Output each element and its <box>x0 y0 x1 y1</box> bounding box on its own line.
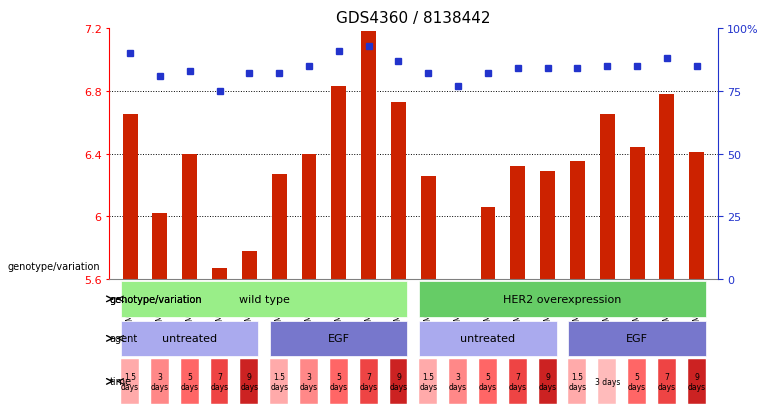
FancyBboxPatch shape <box>658 359 675 404</box>
Text: 3 days: 3 days <box>594 377 620 386</box>
FancyBboxPatch shape <box>330 359 348 404</box>
Text: time: time <box>110 377 132 387</box>
FancyBboxPatch shape <box>420 359 438 404</box>
Title: GDS4360 / 8138442: GDS4360 / 8138442 <box>336 12 491 26</box>
Text: 9
days: 9 days <box>538 372 557 391</box>
FancyBboxPatch shape <box>509 359 526 404</box>
Bar <box>183 154 197 280</box>
FancyBboxPatch shape <box>240 359 258 404</box>
Text: genotype/variation: genotype/variation <box>110 294 203 304</box>
Bar <box>332 87 346 280</box>
Text: 7
days: 7 days <box>509 372 526 391</box>
Text: genotype/variation: genotype/variation <box>8 261 101 271</box>
Text: wild type: wild type <box>239 294 289 304</box>
Text: 1.5
days: 1.5 days <box>419 372 438 391</box>
FancyBboxPatch shape <box>479 359 497 404</box>
Bar <box>361 32 376 280</box>
FancyBboxPatch shape <box>300 359 318 404</box>
Text: HER2 overexpression: HER2 overexpression <box>503 294 622 304</box>
Bar <box>302 154 317 280</box>
FancyBboxPatch shape <box>539 359 557 404</box>
Text: genotype/variation: genotype/variation <box>109 294 202 304</box>
FancyBboxPatch shape <box>569 359 587 404</box>
Text: 5
days: 5 days <box>181 372 199 391</box>
FancyBboxPatch shape <box>389 359 407 404</box>
Text: 9
days: 9 days <box>389 372 408 391</box>
Bar <box>480 207 495 280</box>
Bar <box>152 214 168 280</box>
Bar <box>510 167 525 280</box>
FancyBboxPatch shape <box>121 359 139 404</box>
Bar <box>690 153 704 280</box>
Text: 3
days: 3 days <box>449 372 467 391</box>
Bar <box>242 251 257 280</box>
Text: 7
days: 7 days <box>211 372 229 391</box>
FancyBboxPatch shape <box>270 321 407 356</box>
Bar <box>122 115 137 280</box>
Text: 5
days: 5 days <box>628 372 646 391</box>
Text: 9
days: 9 days <box>688 372 706 391</box>
Bar <box>212 268 227 280</box>
FancyBboxPatch shape <box>598 359 616 404</box>
Bar <box>541 171 555 280</box>
Bar <box>600 115 615 280</box>
FancyBboxPatch shape <box>628 359 646 404</box>
Text: agent: agent <box>110 334 138 344</box>
Text: EGF: EGF <box>626 334 648 344</box>
Text: 1.5
days: 1.5 days <box>121 372 139 391</box>
Text: 1.5
days: 1.5 days <box>569 372 587 391</box>
Text: 5
days: 5 days <box>479 372 497 391</box>
Bar <box>271 175 287 280</box>
Bar <box>391 102 406 280</box>
FancyBboxPatch shape <box>211 359 229 404</box>
FancyBboxPatch shape <box>360 359 378 404</box>
Text: 3
days: 3 days <box>300 372 318 391</box>
FancyBboxPatch shape <box>420 321 557 356</box>
FancyBboxPatch shape <box>449 359 467 404</box>
FancyBboxPatch shape <box>688 359 706 404</box>
FancyBboxPatch shape <box>121 321 258 356</box>
Bar <box>570 162 585 280</box>
Bar <box>421 176 436 280</box>
Text: 3
days: 3 days <box>151 372 169 391</box>
Text: untreated: untreated <box>460 334 516 344</box>
FancyBboxPatch shape <box>270 359 288 404</box>
Bar <box>629 148 644 280</box>
Text: 7
days: 7 days <box>658 372 676 391</box>
Bar <box>451 280 466 281</box>
Text: 5
days: 5 days <box>330 372 348 391</box>
Text: 9
days: 9 days <box>240 372 258 391</box>
Text: untreated: untreated <box>162 334 218 344</box>
Text: 1.5
days: 1.5 days <box>270 372 289 391</box>
FancyBboxPatch shape <box>420 281 706 317</box>
FancyBboxPatch shape <box>151 359 168 404</box>
FancyBboxPatch shape <box>181 359 199 404</box>
Text: 7
days: 7 days <box>360 372 378 391</box>
FancyBboxPatch shape <box>121 281 407 317</box>
FancyBboxPatch shape <box>569 321 706 356</box>
Bar <box>659 95 675 280</box>
Text: EGF: EGF <box>328 334 350 344</box>
